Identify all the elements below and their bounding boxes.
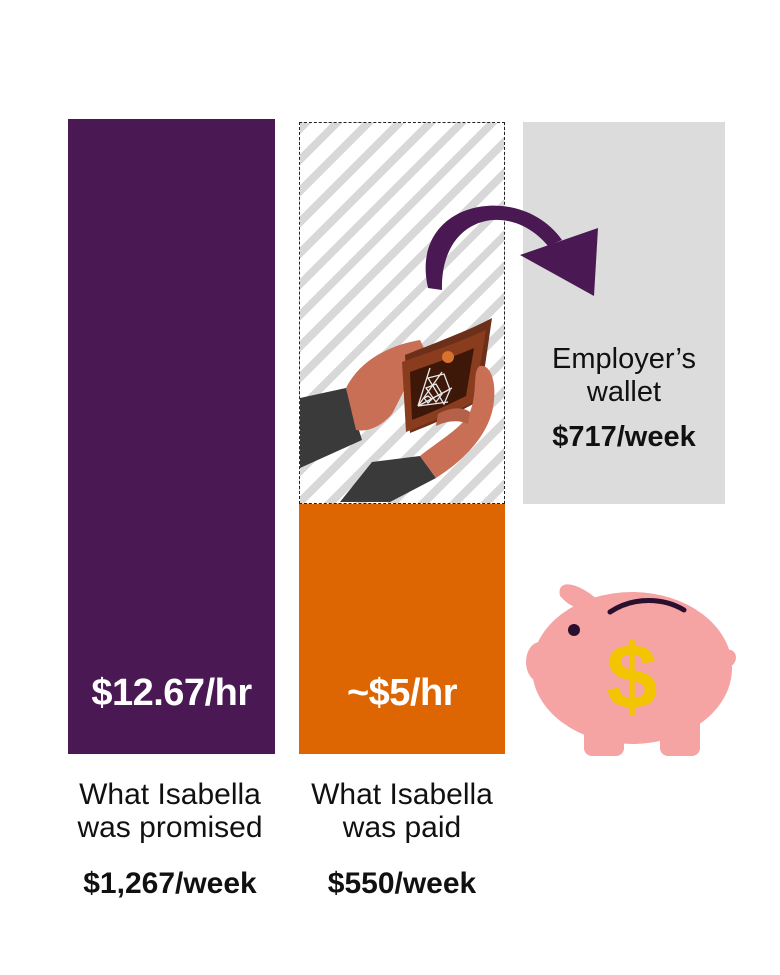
weekly-value-promised: $1,267/week	[83, 867, 257, 900]
rate-label-promised: $12.67/hr	[91, 672, 252, 714]
bar-employer-wallet	[523, 122, 725, 504]
category-label-promised-line2: was promised	[77, 811, 263, 844]
curved-arrow-icon	[425, 205, 598, 296]
category-label-promised: What Isabella was promised	[40, 778, 300, 844]
employer-wallet-label: Employer’s wallet	[523, 343, 725, 409]
weekly-value-paid: $550/week	[327, 867, 477, 900]
piggy-bank-icon: $	[526, 584, 736, 756]
bar-promised	[68, 119, 275, 754]
employer-wallet-label-line2: wallet	[586, 376, 662, 408]
empty-wallet-icon	[300, 318, 495, 502]
dollar-sign-icon: $	[606, 626, 657, 728]
employer-weekly-value: $717/week	[552, 421, 696, 453]
employer-wallet-label-line1: Employer’s	[552, 343, 696, 375]
bar-paid	[299, 504, 505, 754]
category-label-paid: What Isabella was paid	[272, 778, 532, 844]
category-label-paid-line2: was paid	[342, 811, 462, 844]
rate-label-paid: ~$5/hr	[346, 672, 458, 714]
category-label-paid-line1: What Isabella	[311, 778, 493, 811]
category-label-promised-line1: What Isabella	[79, 778, 261, 811]
